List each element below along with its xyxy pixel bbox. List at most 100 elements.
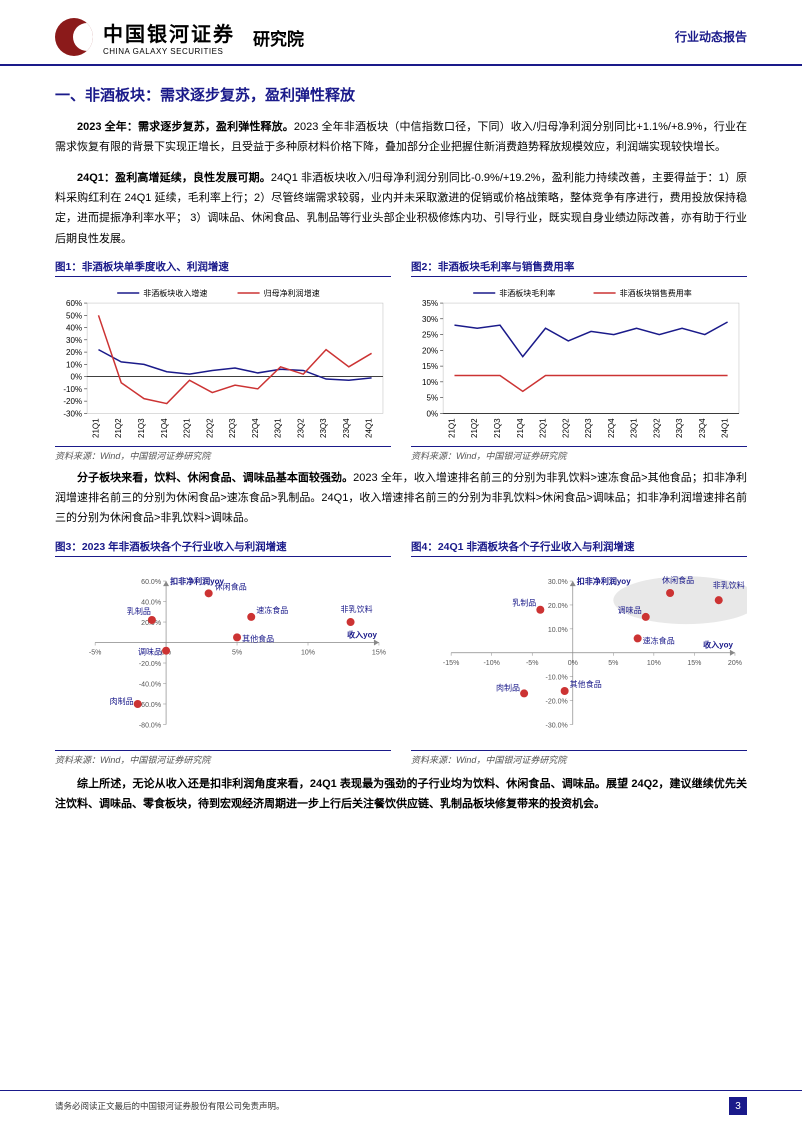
svg-text:25%: 25%: [422, 331, 438, 340]
svg-text:非乳饮料: 非乳饮料: [713, 580, 745, 590]
svg-text:10.0%: 10.0%: [548, 626, 568, 633]
svg-text:21Q2: 21Q2: [470, 418, 479, 438]
svg-text:20%: 20%: [66, 348, 82, 357]
svg-text:50%: 50%: [66, 311, 82, 320]
svg-text:21Q3: 21Q3: [493, 418, 502, 438]
page-number: 3: [729, 1097, 747, 1115]
header-left: 中国银河证券 CHINA GALAXY SECURITIES 研究院: [55, 18, 304, 56]
chart4-svg: 收入yoy扣非净利润yoy-15%-10%-5%0%5%10%15%20%-30…: [411, 563, 747, 749]
svg-text:35%: 35%: [422, 299, 438, 308]
para3-bold: 分子板块来看，饮料、休闲食品、调味品基本面较强劲。: [77, 472, 353, 484]
chart1-title: 图1：非酒板块单季度收入、利润增速: [55, 259, 391, 277]
svg-text:23Q2: 23Q2: [296, 418, 305, 438]
svg-text:10%: 10%: [422, 378, 438, 387]
chart3-svg: 收入yoy扣非净利润yoy-5%0%5%10%15%-80.0%-60.0%-4…: [55, 563, 391, 749]
svg-text:收入yoy: 收入yoy: [703, 639, 733, 649]
svg-text:-5%: -5%: [526, 659, 538, 666]
svg-text:60%: 60%: [66, 299, 82, 308]
chart1-svg: 非酒板块收入增速归母净利润增速-30%-20%-10%0%10%20%30%40…: [55, 283, 391, 443]
svg-text:21Q4: 21Q4: [516, 418, 525, 438]
chart2-title: 图2：非酒板块毛利率与销售费用率: [411, 259, 747, 277]
svg-text:23Q2: 23Q2: [652, 418, 661, 438]
svg-text:-20.0%: -20.0%: [546, 698, 568, 705]
svg-text:休闲食品: 休闲食品: [215, 581, 247, 591]
para1-bold: 2023 全年：需求逐步复苏，盈利弹性释放。: [77, 121, 294, 133]
svg-text:-20.0%: -20.0%: [139, 661, 161, 668]
svg-text:23Q4: 23Q4: [698, 418, 707, 438]
svg-text:非乳饮料: 非乳饮料: [341, 604, 373, 614]
svg-text:40.0%: 40.0%: [141, 599, 161, 606]
chart4-block: 图4：24Q1 非酒板块各个子行业收入与利润增速 收入yoy 扣非净利润yoy -1…: [411, 539, 747, 767]
svg-text:22Q3: 22Q3: [584, 418, 593, 438]
svg-text:非酒板块销售费用率: 非酒板块销售费用率: [620, 288, 692, 298]
para2-bold: 24Q1：盈利高增延续，良性发展可期。: [77, 172, 271, 184]
svg-text:30.0%: 30.0%: [548, 579, 568, 586]
chart2-source: 资料来源：Wind，中国银河证券研究院: [411, 446, 747, 462]
svg-text:22Q1: 22Q1: [183, 418, 192, 438]
chart2-svg: 非酒板块毛利率 非酒板块销售费用率 0% 5% 10% 15% 20% 25% 30% 35% 21…: [411, 283, 747, 443]
company-name-cn: 中国银河证券: [103, 18, 235, 47]
svg-text:30%: 30%: [422, 315, 438, 324]
svg-text:扣非净利润yoy: 扣非净利润yoy: [577, 576, 631, 586]
svg-text:肉制品: 肉制品: [496, 682, 520, 692]
svg-text:-5%: -5%: [89, 649, 101, 656]
svg-text:-15%: -15%: [443, 659, 459, 666]
svg-text:-10.0%: -10.0%: [546, 674, 568, 681]
chart4-title: 图4：24Q1 非酒板块各个子行业收入与利润增速: [411, 539, 747, 557]
chart2-block: 图2：非酒板块毛利率与销售费用率 非酒板块毛利率 非酒板块销售费用率 0% 5% 10%…: [411, 259, 747, 461]
svg-text:-10%: -10%: [483, 659, 499, 666]
chart3-title: 图3：2023 年非酒板块各个子行业收入与利润增速: [55, 539, 391, 557]
svg-text:其他食品: 其他食品: [242, 633, 274, 643]
company-logo-icon: [55, 18, 93, 56]
svg-text:20.0%: 20.0%: [548, 603, 568, 610]
chart3-block: 图3：2023 年非酒板块各个子行业收入与利润增速 收入yoy扣非净利润yoy-…: [55, 539, 391, 767]
svg-text:15%: 15%: [372, 649, 386, 656]
svg-text:5%: 5%: [232, 649, 242, 656]
svg-text:收入yoy: 收入yoy: [347, 629, 377, 639]
svg-text:21Q1: 21Q1: [91, 418, 100, 438]
svg-text:22Q3: 22Q3: [228, 418, 237, 438]
chart1-source: 资料来源：Wind，中国银河证券研究院: [55, 446, 391, 462]
svg-text:24Q1: 24Q1: [721, 418, 730, 438]
company-name-en: CHINA GALAXY SECURITIES: [103, 47, 235, 56]
svg-text:23Q1: 23Q1: [630, 418, 639, 438]
svg-text:22Q4: 22Q4: [607, 418, 616, 438]
svg-text:0%: 0%: [426, 409, 438, 418]
svg-text:休闲食品: 休闲食品: [662, 575, 694, 585]
svg-text:肉制品: 肉制品: [110, 696, 134, 706]
svg-text:10%: 10%: [301, 649, 315, 656]
svg-text:22Q1: 22Q1: [539, 418, 548, 438]
disclaimer-text: 请务必阅读正文最后的中国银河证券股份有限公司免责声明。: [55, 1100, 285, 1112]
svg-text:21Q1: 21Q1: [447, 418, 456, 438]
svg-text:乳制品: 乳制品: [127, 606, 151, 616]
svg-text:非酒板块毛利率: 非酒板块毛利率: [499, 288, 555, 298]
svg-text:-20%: -20%: [63, 397, 82, 406]
svg-text:23Q3: 23Q3: [319, 418, 328, 438]
paragraph-1: 2023 全年：需求逐步复苏，盈利弹性释放。2023 全年非酒板块（中信指数口径…: [55, 117, 747, 158]
svg-text:归母净利润增速: 归母净利润增速: [264, 288, 320, 298]
page-footer: 请务必阅读正文最后的中国银河证券股份有限公司免责声明。 3: [0, 1090, 802, 1115]
department-label: 研究院: [253, 25, 304, 50]
svg-text:-10%: -10%: [63, 385, 82, 394]
svg-text:其他食品: 其他食品: [570, 679, 602, 689]
svg-text:20%: 20%: [422, 346, 438, 355]
svg-text:60.0%: 60.0%: [141, 579, 161, 586]
svg-text:5%: 5%: [426, 394, 438, 403]
report-type-label: 行业动态报告: [675, 28, 747, 45]
svg-text:10%: 10%: [66, 360, 82, 369]
svg-text:非酒板块收入增速: 非酒板块收入增速: [143, 288, 207, 298]
svg-text:15%: 15%: [422, 362, 438, 371]
svg-text:-80.0%: -80.0%: [139, 722, 161, 729]
svg-text:0%: 0%: [70, 373, 82, 382]
svg-text:23Q3: 23Q3: [675, 418, 684, 438]
svg-text:10%: 10%: [647, 659, 661, 666]
svg-text:21Q4: 21Q4: [160, 418, 169, 438]
svg-text:22Q2: 22Q2: [205, 418, 214, 438]
paragraph-3: 分子板块来看，饮料、休闲食品、调味品基本面较强劲。2023 全年，收入增速排名前…: [55, 468, 747, 529]
svg-text:乳制品: 乳制品: [512, 597, 536, 607]
charts-row-2: 图3：2023 年非酒板块各个子行业收入与利润增速 收入yoy 扣非净利润yoy -…: [55, 539, 747, 767]
company-name-block: 中国银河证券 CHINA GALAXY SECURITIES: [103, 18, 235, 56]
page-header: 中国银河证券 CHINA GALAXY SECURITIES 研究院 行业动态报…: [0, 0, 802, 66]
chart4-source: 资料来源：Wind，中国银河证券研究院: [411, 750, 747, 766]
svg-text:速冻食品: 速冻食品: [256, 604, 288, 614]
